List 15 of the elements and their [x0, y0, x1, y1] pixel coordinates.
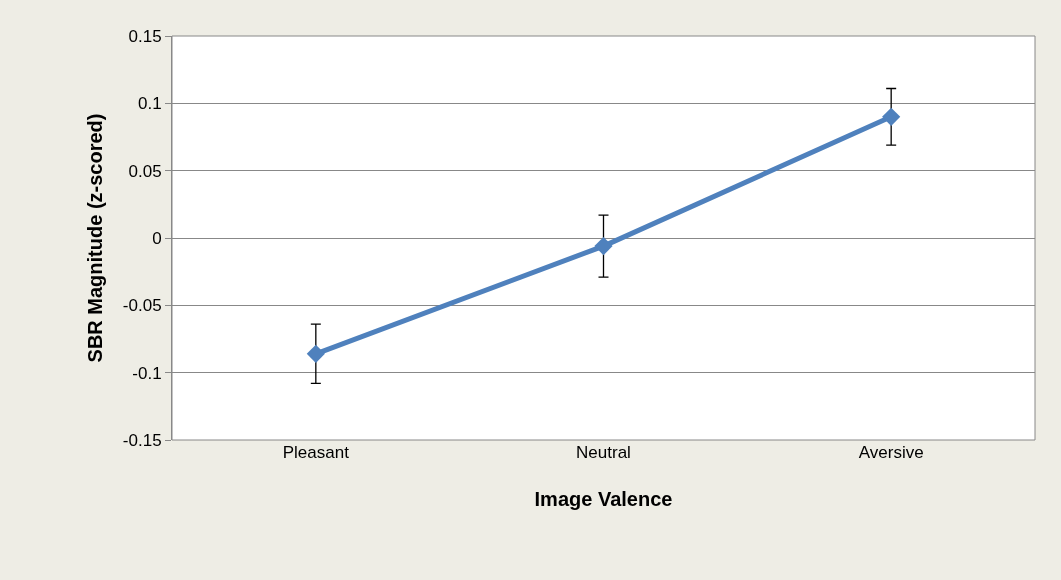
y-tick-label: -0.15 — [122, 430, 162, 450]
y-tick-label: 0 — [152, 228, 162, 248]
y-tick-label: 0.05 — [128, 161, 162, 181]
y-axis-title: SBR Magnitude (z-scored) — [84, 113, 107, 363]
x-tick-label: Neutral — [576, 443, 631, 462]
point — [306, 344, 325, 363]
y-tick-label: 0.15 — [128, 26, 162, 46]
y-tick-label: -0.1 — [132, 363, 162, 383]
point — [882, 107, 901, 126]
x-axis-title: Image Valence — [534, 487, 673, 510]
y-tick-label: 0.1 — [137, 94, 162, 114]
y-tick-label: -0.05 — [122, 296, 162, 316]
x-tick-label: Pleasant — [282, 443, 350, 462]
x-tick-label: Aversive — [858, 443, 924, 462]
point — [594, 236, 613, 256]
